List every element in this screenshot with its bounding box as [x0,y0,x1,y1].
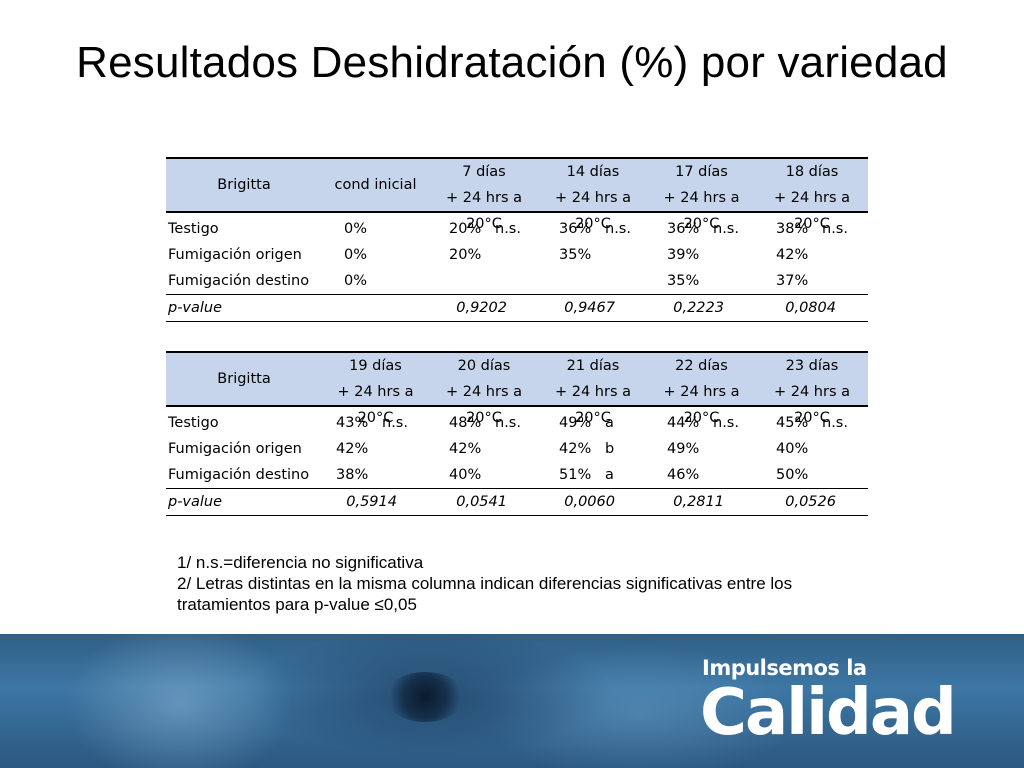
banner-eye-image [385,672,465,722]
footnote-1: 1/ n.s.=diferencia no significativa [177,553,424,572]
table-cell: 35% [667,273,700,289]
corner-label: Brigitta [166,157,322,213]
table-cell: 42% [336,441,369,457]
row-label: Fumigación origen [168,247,302,263]
table-cell: 49% [667,441,700,457]
table-cell [429,268,539,295]
column-header: 7 días + 24 hrs a 20°C [429,157,539,232]
pvalue-cell: 0,2223 [647,294,756,322]
pvalue-cell: 0,9467 [539,294,647,322]
footnotes: 1/ n.s.=diferencia no significativa 2/ L… [177,552,877,615]
row-label: Fumigación destino [168,273,310,289]
footer-banner: Impulsemos la Calidad [0,634,1024,768]
results-table-1: Brigitta cond inicial 7 días + 24 hrs a 2… [166,157,868,322]
results-table-2: Brigitta 19 días + 24 hrs a 20°C 20 días +… [166,351,868,516]
table-cell: 42% [776,247,809,263]
pvalue-label: p-value [166,294,322,322]
table-cell: 46% [667,467,700,483]
table-cell: 40% [776,441,809,457]
table-row: Fumigación origen 0% 20% 35% 39% 42% [166,242,868,268]
table-cell: 36% n.s. [667,221,739,237]
table-cell: 20% [449,247,482,263]
table-cell: 42% b [559,441,615,457]
table-row: Fumigación destino 38% 40% 51% a 46% 50% [166,462,868,489]
pvalue-cell: 0,0804 [756,294,868,322]
row-label: Fumigación origen [168,441,302,457]
table-cell: 43% n.s. [336,415,408,431]
table-cell: 0% [344,273,368,289]
table-row: Testigo 0% 20% n.s. 36% n.s. 36% n.s. 38% n.… [166,212,868,242]
column-header: 19 días + 24 hrs a 20°C [322,351,429,426]
table-cell: 49% a [559,415,614,431]
table-cell: 39% [667,247,700,263]
pvalue-row: p-value 0,9202 0,9467 0,2223 0,0804 [166,294,868,322]
footnote-2: 2/ Letras distintas en la misma columna … [177,574,793,614]
table-cell: 38% [336,467,369,483]
table-cell: 37% [776,273,809,289]
pvalue-cell: 0,2811 [647,488,756,516]
row-label: Fumigación destino [168,467,310,483]
logo-line-1: Impulsemos la [702,656,867,680]
table-row: Fumigación destino 0% 35% 37% [166,268,868,295]
row-label: Testigo [168,221,219,237]
pvalue-cell: 0,0060 [539,488,647,516]
pvalue-row: p-value 0,5914 0,0541 0,0060 0,2811 0,05… [166,488,868,516]
table-header-row: Brigitta 19 días + 24 hrs a 20°C 20 días +… [166,351,868,426]
table-cell: 42% [449,441,482,457]
column-header: 23 días + 24 hrs a 20°C [756,351,868,426]
slide-title: Resultados Deshidratación (%) por varied… [76,38,948,87]
table-cell: 40% [449,467,482,483]
table-cell: 20% n.s. [449,221,521,237]
table-cell: 48% n.s. [449,415,521,431]
table-cell: 38% n.s. [776,221,848,237]
column-header: 22 días + 24 hrs a 20°C [647,351,756,426]
table-row: Testigo 43% n.s. 48% n.s. 49% a 44% n.s. 45%… [166,406,868,436]
pvalue-cell: 0,5914 [322,488,429,516]
pvalue-cell: 0,0541 [429,488,539,516]
table-cell: 35% [559,247,592,263]
table-row: Fumigación origen 42% 42% 42% b 49% 40% [166,436,868,462]
column-header: 21 días + 24 hrs a 20°C [539,351,647,426]
table-header-row: Brigitta cond inicial 7 días + 24 hrs a 2… [166,157,868,232]
table-cell: 50% [776,467,809,483]
table-cell: 0% [344,221,368,237]
row-label: Testigo [168,415,219,431]
column-header: 18 días + 24 hrs a 20°C [756,157,868,232]
pvalue-cell: 0,0526 [756,488,868,516]
table-cell: 51% a [559,467,614,483]
pvalue-label: p-value [166,488,322,516]
table-cell: 36% n.s. [559,221,631,237]
pvalue-cell [322,294,429,322]
logo-line-2: Calidad [700,676,957,750]
column-header: 20 días + 24 hrs a 20°C [429,351,539,426]
table-cell: 0% [344,247,368,263]
table-cell: 45% n.s. [776,415,848,431]
column-header: 14 días + 24 hrs a 20°C [539,157,647,232]
column-header: cond inicial [322,157,429,213]
corner-label: Brigitta [166,351,322,407]
pvalue-cell: 0,9202 [429,294,539,322]
column-header: 17 días + 24 hrs a 20°C [647,157,756,232]
banner-photo [0,634,1024,768]
table-cell [539,268,647,295]
table-cell: 44% n.s. [667,415,739,431]
